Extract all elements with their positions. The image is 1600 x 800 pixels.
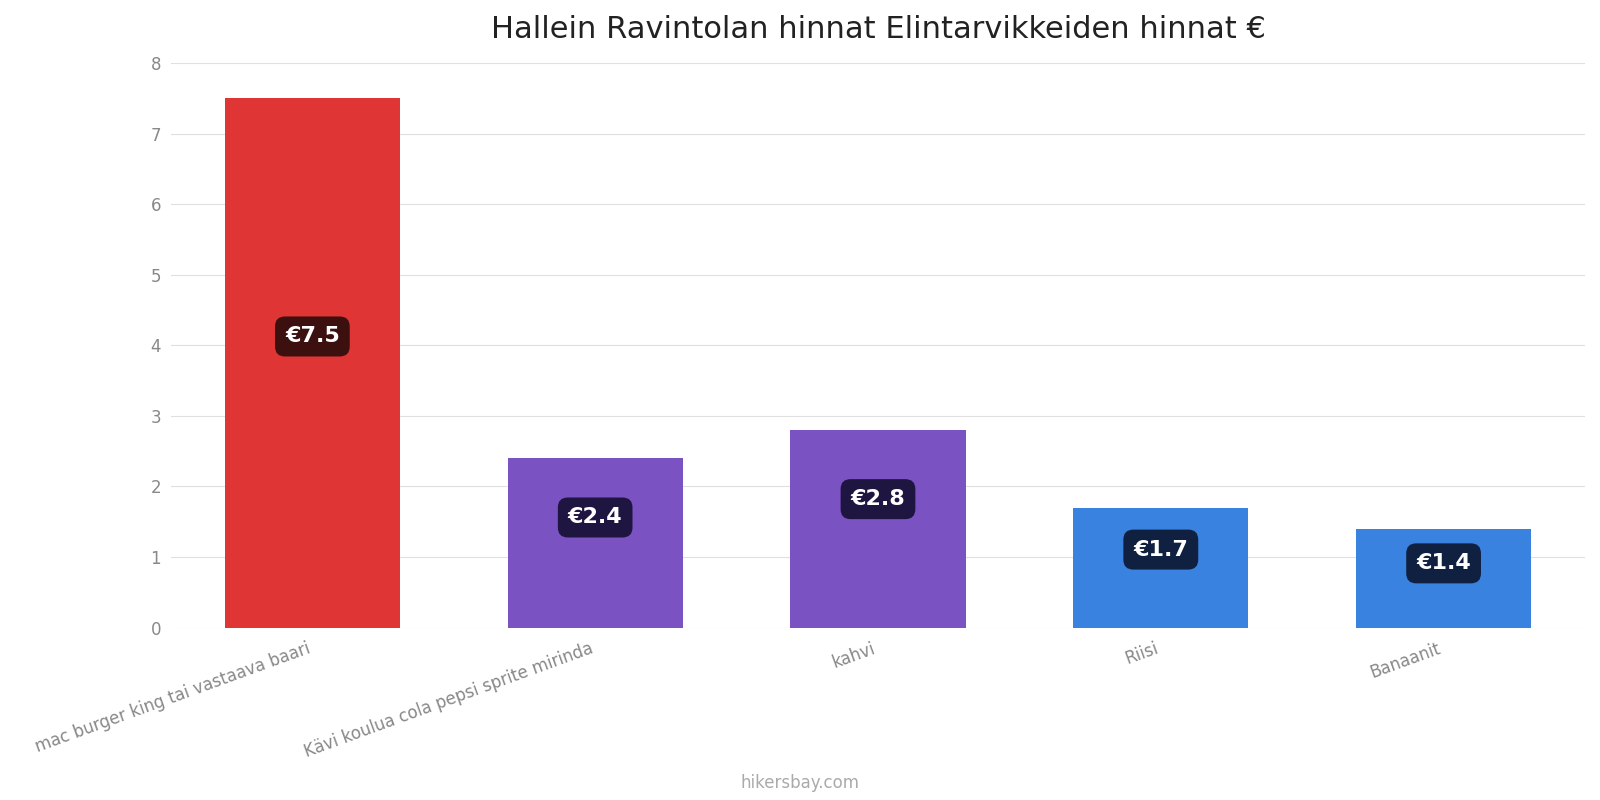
Bar (1355, 529, 1531, 627)
Text: €2.4: €2.4 (568, 507, 622, 527)
Text: €1.7: €1.7 (1133, 539, 1189, 559)
Title: Hallein Ravintolan hinnat Elintarvikkeiden hinnat €: Hallein Ravintolan hinnat Elintarvikkeid… (491, 15, 1266, 44)
Bar (507, 458, 683, 627)
Bar (1074, 508, 1248, 627)
Text: €1.4: €1.4 (1416, 554, 1470, 574)
Bar (224, 98, 400, 627)
Bar (790, 430, 966, 627)
Text: €7.5: €7.5 (285, 326, 339, 346)
Text: €2.8: €2.8 (851, 489, 906, 509)
Text: hikersbay.com: hikersbay.com (741, 774, 859, 792)
